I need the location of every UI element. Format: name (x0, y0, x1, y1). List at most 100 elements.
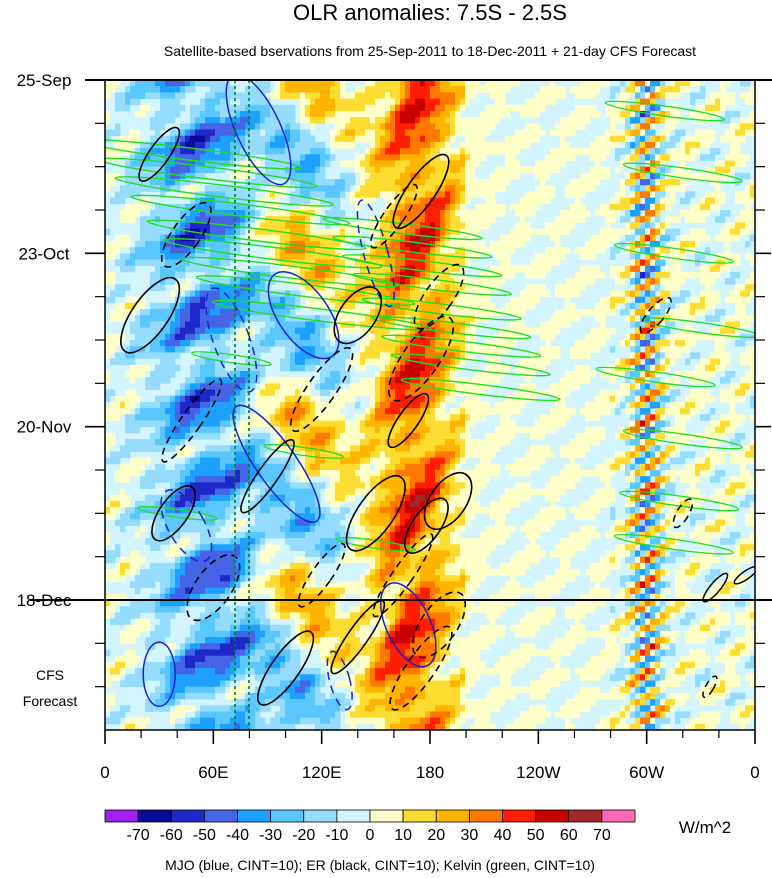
heatmap-cell (140, 321, 146, 329)
heatmap-cell (650, 203, 656, 211)
heatmap-cell (670, 358, 676, 366)
heatmap-cell (300, 191, 306, 199)
heatmap-cell (265, 228, 271, 236)
heatmap-cell (665, 141, 671, 149)
heatmap-cell (555, 315, 561, 322)
heatmap-cell (490, 172, 496, 180)
heatmap-cell (300, 358, 306, 366)
heatmap-cell (440, 265, 446, 273)
heatmap-cell (740, 210, 746, 217)
heatmap-cell (200, 395, 206, 403)
heatmap-cell (470, 135, 476, 143)
heatmap-cell (195, 309, 201, 316)
heatmap-cell (600, 80, 606, 87)
heatmap-cell (495, 340, 501, 347)
heatmap-cell (740, 129, 746, 137)
heatmap-cell (500, 179, 506, 186)
heatmap-cell (130, 340, 136, 347)
heatmap-cell (150, 117, 156, 124)
heatmap-cell (385, 92, 391, 99)
heatmap-cell (495, 179, 501, 186)
heatmap-cell (425, 154, 431, 161)
heatmap-cell (400, 172, 406, 180)
heatmap-cell (715, 290, 721, 298)
heatmap-cell (490, 92, 496, 99)
heatmap-cell (410, 129, 416, 137)
heatmap-cell (170, 358, 176, 366)
heatmap-cell (625, 364, 631, 372)
heatmap-cell (305, 358, 311, 366)
heatmap-cell (655, 191, 661, 199)
heatmap-cell (455, 309, 461, 316)
heatmap-cell (695, 228, 701, 236)
heatmap-cell (575, 284, 581, 291)
heatmap-cell (645, 364, 651, 372)
heatmap-cell (525, 358, 531, 366)
heatmap-cell (390, 92, 396, 99)
heatmap-cell (695, 129, 701, 137)
heatmap-cell (545, 247, 551, 254)
heatmap-cell (375, 389, 381, 397)
heatmap-cell (215, 117, 221, 124)
heatmap-cell (195, 401, 201, 409)
heatmap-cell (330, 86, 336, 93)
heatmap-cell (155, 259, 161, 267)
heatmap-cell (220, 389, 226, 397)
heatmap-cell (430, 315, 436, 322)
heatmap-cell (290, 129, 296, 137)
heatmap-cell (365, 160, 371, 168)
heatmap-cell (260, 141, 266, 149)
heatmap-cell (220, 141, 226, 149)
heatmap-cell (325, 98, 331, 106)
heatmap-cell (600, 389, 606, 397)
heatmap-cell (615, 110, 621, 118)
heatmap-cell (625, 86, 631, 93)
heatmap-cell (145, 234, 151, 242)
heatmap-cell (545, 92, 551, 99)
heatmap-cell (170, 222, 176, 229)
heatmap-cell (175, 401, 181, 409)
heatmap-cell (660, 154, 666, 161)
heatmap-cell (310, 259, 316, 267)
heatmap-cell (600, 135, 606, 143)
heatmap-cell (565, 284, 571, 291)
heatmap-cell (370, 86, 376, 93)
heatmap-cell (190, 333, 196, 341)
heatmap-cell (250, 327, 256, 335)
heatmap-cell (435, 309, 441, 316)
heatmap-cell (735, 253, 741, 260)
heatmap-cell (380, 377, 386, 384)
heatmap-cell (430, 253, 436, 260)
heatmap-cell (160, 172, 166, 180)
heatmap-cell (705, 154, 711, 161)
chart-title: OLR anomalies: 7.5S - 2.5S (293, 0, 567, 25)
heatmap-cell (435, 92, 441, 99)
heatmap-cell (140, 401, 146, 409)
heatmap-cell (255, 395, 261, 403)
heatmap-cell (345, 160, 351, 168)
heatmap-cell (165, 222, 171, 229)
heatmap-cell (720, 389, 726, 397)
heatmap-cell (660, 86, 666, 93)
heatmap-cell (205, 148, 211, 155)
heatmap-cell (680, 141, 686, 149)
heatmap-cell (635, 383, 641, 390)
heatmap-cell (110, 271, 116, 279)
heatmap-cell (420, 179, 426, 186)
heatmap-cell (715, 216, 721, 223)
heatmap-cell (625, 135, 631, 143)
heatmap-cell (205, 389, 211, 397)
heatmap-cell (695, 203, 701, 211)
heatmap-cell (665, 278, 671, 285)
heatmap-cell (510, 141, 516, 149)
heatmap-cell (250, 309, 256, 316)
heatmap-cell (180, 327, 186, 335)
heatmap-cell (695, 80, 701, 87)
heatmap-cell (240, 191, 246, 199)
heatmap-cell (410, 123, 416, 130)
heatmap-cell (130, 216, 136, 223)
heatmap-cell (120, 197, 126, 205)
heatmap-cell (320, 110, 326, 118)
heatmap-cell (505, 364, 511, 372)
heatmap-cell (195, 216, 201, 223)
